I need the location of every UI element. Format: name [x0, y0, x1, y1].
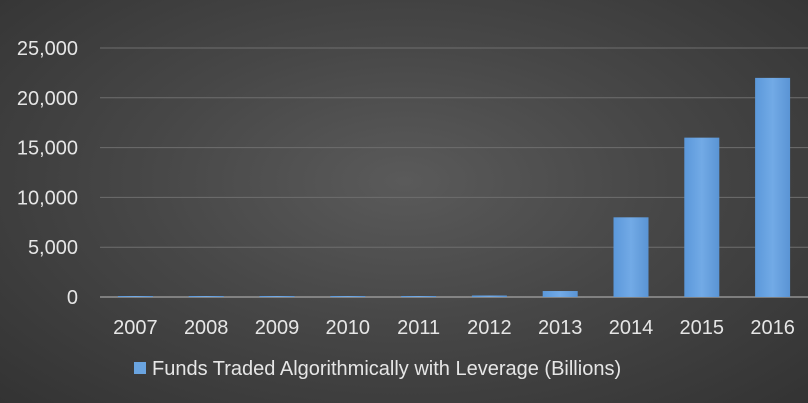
y-tick-label: 15,000 [17, 138, 78, 160]
x-tick-label: 2010 [326, 317, 371, 339]
legend: Funds Traded Algorithmically with Levera… [134, 358, 621, 380]
y-tick-label: 20,000 [17, 88, 78, 110]
legend-label: Funds Traded Algorithmically with Levera… [152, 358, 621, 380]
x-tick-label: 2007 [113, 317, 158, 339]
x-tick-label: 2011 [397, 317, 440, 339]
bars [117, 77, 791, 297]
bar-2008 [188, 296, 224, 297]
bar-2011 [401, 296, 437, 297]
bar-2007 [117, 296, 153, 297]
x-axis: 2007 2008 2009 2010 2011 2012 2013 2014 2015 2016 [113, 317, 795, 339]
bar-2013 [542, 291, 578, 297]
x-tick-label: 2008 [184, 317, 229, 339]
x-tick-label: 2013 [538, 317, 583, 339]
bar-2009 [259, 296, 295, 297]
legend-swatch [134, 362, 146, 374]
bar-2010 [330, 296, 366, 297]
y-tick-label: 25,000 [17, 38, 78, 60]
x-tick-label: 2012 [467, 317, 512, 339]
bar-2016 [755, 77, 791, 297]
x-tick-label: 2009 [255, 317, 300, 339]
y-tick-label: 0 [67, 287, 78, 309]
x-tick-label: 2016 [750, 317, 795, 339]
bar-2015 [684, 137, 720, 297]
y-axis: 0 5,000 10,000 15,000 20,000 25,000 [17, 38, 78, 309]
bar-2012 [471, 295, 507, 297]
x-tick-label: 2014 [609, 317, 654, 339]
y-tick-label: 5,000 [28, 237, 78, 259]
y-tick-label: 10,000 [17, 187, 78, 209]
x-tick-label: 2015 [680, 317, 725, 339]
bar-2014 [613, 217, 649, 297]
